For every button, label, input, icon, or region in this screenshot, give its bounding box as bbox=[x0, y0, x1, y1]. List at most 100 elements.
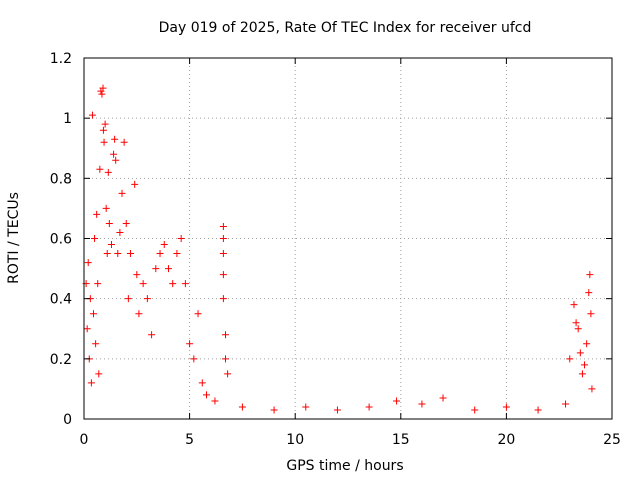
data-point bbox=[84, 259, 92, 267]
data-point bbox=[177, 235, 185, 242]
data-point bbox=[124, 295, 132, 303]
data-point bbox=[418, 400, 426, 408]
y-tick-label: 0.6 bbox=[50, 232, 72, 248]
data-point bbox=[111, 135, 119, 143]
data-point bbox=[101, 120, 109, 128]
data-point bbox=[94, 280, 102, 288]
data-point bbox=[198, 379, 206, 387]
x-axis-label: GPS time / hours bbox=[286, 458, 403, 474]
data-point bbox=[114, 250, 122, 258]
data-point bbox=[219, 235, 227, 242]
data-point bbox=[98, 90, 106, 98]
data-point bbox=[181, 280, 189, 288]
data-point bbox=[139, 280, 147, 288]
data-point bbox=[219, 250, 227, 258]
data-point bbox=[534, 406, 542, 414]
data-point bbox=[578, 370, 586, 378]
data-point bbox=[570, 301, 578, 309]
data-point bbox=[393, 397, 401, 405]
data-point bbox=[219, 295, 227, 303]
data-point bbox=[148, 331, 156, 339]
data-point bbox=[100, 138, 108, 146]
data-point bbox=[333, 406, 341, 414]
data-point bbox=[194, 310, 202, 318]
data-point bbox=[143, 295, 151, 303]
data-point bbox=[238, 403, 246, 411]
x-tick-label: 0 bbox=[80, 432, 89, 448]
data-point bbox=[439, 394, 447, 402]
data-point bbox=[87, 379, 95, 387]
data-point bbox=[365, 403, 373, 411]
y-tick-label: 1 bbox=[63, 111, 72, 127]
data-point bbox=[224, 370, 232, 378]
data-point bbox=[222, 331, 230, 339]
x-tick-label: 15 bbox=[392, 432, 410, 448]
data-point bbox=[93, 210, 101, 218]
y-tick-label: 0 bbox=[63, 412, 72, 428]
chart-title: Day 019 of 2025, Rate Of TEC Index for r… bbox=[159, 20, 532, 36]
data-point bbox=[112, 156, 120, 164]
data-point bbox=[502, 403, 510, 411]
y-tick-label: 0.2 bbox=[50, 352, 72, 368]
data-point bbox=[116, 228, 124, 236]
y-tick-label: 0.8 bbox=[50, 171, 72, 187]
data-point bbox=[302, 403, 310, 411]
data-point bbox=[118, 189, 126, 197]
data-point bbox=[152, 265, 160, 273]
data-point bbox=[222, 355, 230, 363]
data-point bbox=[102, 204, 110, 212]
x-tick-label: 5 bbox=[185, 432, 194, 448]
data-point bbox=[219, 271, 227, 279]
data-point bbox=[211, 397, 219, 405]
data-point bbox=[160, 241, 168, 249]
y-tick-label: 1.2 bbox=[50, 51, 72, 67]
axis-ticks: 0 5 10 15 20 25 0 0.2 0.4 0.6 0.8 1 1.2 bbox=[50, 51, 621, 448]
data-point bbox=[92, 340, 100, 348]
data-point bbox=[96, 165, 104, 173]
data-point bbox=[91, 235, 99, 242]
grid-lines bbox=[84, 58, 612, 419]
data-point bbox=[186, 340, 194, 348]
data-point bbox=[572, 319, 580, 327]
data-point bbox=[581, 361, 589, 369]
data-point bbox=[202, 391, 210, 399]
x-tick-label: 25 bbox=[603, 432, 621, 448]
data-point bbox=[107, 241, 115, 249]
data-point bbox=[104, 168, 112, 176]
data-point bbox=[586, 271, 594, 279]
data-point bbox=[90, 310, 98, 318]
data-point bbox=[585, 289, 593, 297]
data-point bbox=[83, 325, 91, 333]
data-point bbox=[587, 310, 595, 318]
data-point bbox=[169, 280, 177, 288]
data-point bbox=[131, 180, 139, 188]
data-point bbox=[110, 150, 118, 158]
data-point bbox=[583, 340, 591, 348]
data-point bbox=[99, 84, 107, 92]
data-point bbox=[173, 250, 181, 258]
data-point bbox=[135, 310, 143, 318]
data-point bbox=[562, 400, 570, 408]
data-point bbox=[190, 355, 198, 363]
data-point bbox=[88, 111, 96, 119]
data-point bbox=[588, 385, 596, 393]
data-point bbox=[95, 370, 103, 378]
data-point bbox=[156, 250, 164, 258]
x-tick-label: 10 bbox=[286, 432, 304, 448]
data-point bbox=[133, 271, 141, 279]
data-point bbox=[103, 250, 111, 258]
data-point bbox=[270, 406, 278, 414]
data-point bbox=[576, 349, 584, 357]
data-point bbox=[574, 325, 582, 333]
data-point bbox=[566, 355, 574, 363]
data-point bbox=[120, 138, 128, 146]
y-tick-label: 0.4 bbox=[50, 292, 72, 308]
data-point bbox=[219, 222, 227, 230]
data-point bbox=[122, 219, 130, 227]
data-point bbox=[105, 219, 113, 227]
data-point bbox=[471, 406, 479, 414]
x-tick-label: 20 bbox=[497, 432, 515, 448]
data-points bbox=[82, 84, 596, 414]
data-point bbox=[164, 265, 172, 273]
